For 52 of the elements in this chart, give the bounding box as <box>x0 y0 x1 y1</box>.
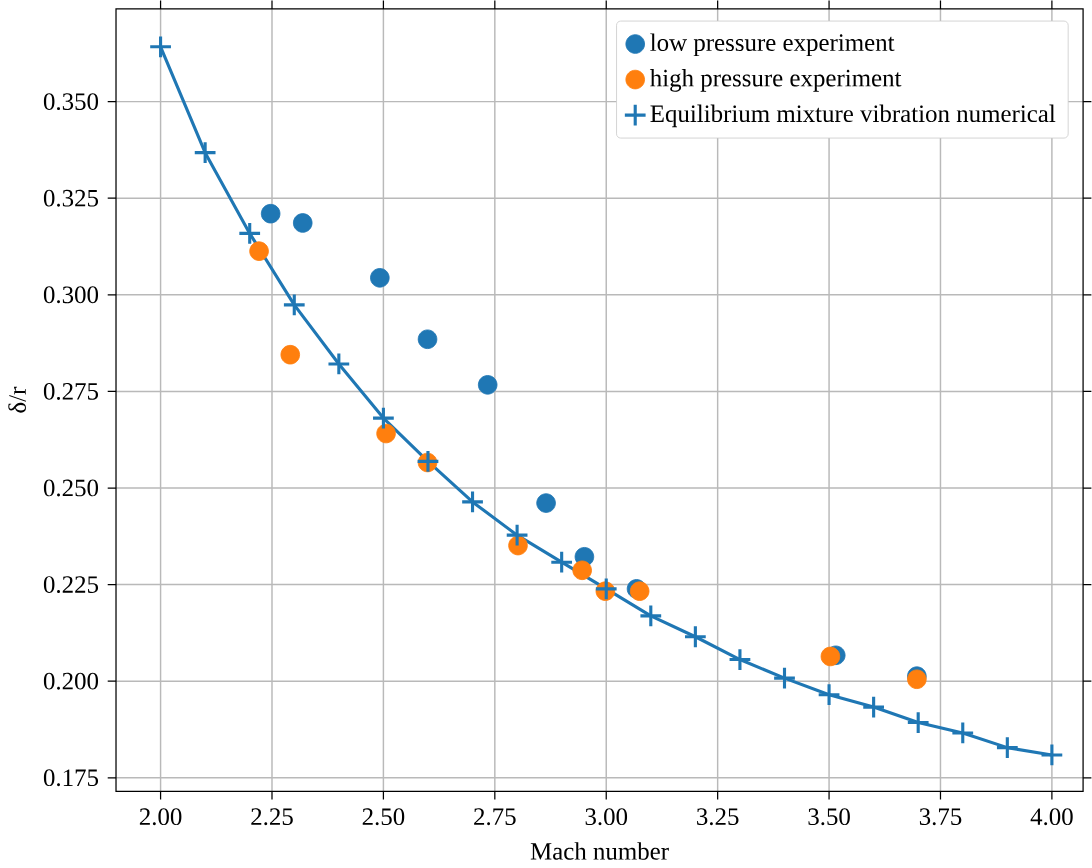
x-tick-label: 2.50 <box>362 808 405 826</box>
point <box>907 712 929 733</box>
x-tick-label: 3.25 <box>697 808 739 826</box>
y-tick-label: 0.250 <box>43 479 99 497</box>
x-axis-title: Mach number <box>530 842 669 860</box>
y-tick-label: 0.225 <box>43 576 99 594</box>
point <box>1041 744 1063 766</box>
y-tick-label: 0.325 <box>43 189 99 207</box>
y-tick-label: 0.200 <box>43 672 99 690</box>
y-tick-label: 0.300 <box>43 286 99 304</box>
point <box>729 649 751 670</box>
y-tick-label: 0.275 <box>43 382 99 400</box>
point <box>572 560 592 581</box>
point <box>194 142 216 163</box>
legend-label: high pressure experiment <box>649 69 902 92</box>
x-tick-label: 2.00 <box>139 808 182 826</box>
x-tick-label: 3.75 <box>919 808 962 826</box>
point <box>774 667 795 689</box>
point <box>996 737 1018 758</box>
legend-label: low pressure experiment <box>650 33 895 57</box>
point <box>283 294 305 316</box>
point <box>328 353 350 375</box>
point <box>373 407 394 429</box>
x-tick-label: 2.25 <box>251 808 293 826</box>
point <box>370 268 390 288</box>
point <box>684 626 706 648</box>
point <box>477 375 498 395</box>
point <box>640 605 662 627</box>
point <box>820 646 841 667</box>
point <box>376 423 396 444</box>
point <box>462 491 483 513</box>
point <box>417 329 438 349</box>
point <box>249 241 269 261</box>
x-tick-label: 3.00 <box>585 808 628 826</box>
point <box>863 696 885 718</box>
legend-label: Equilibrium mixture vibration numerical <box>650 104 1056 128</box>
point <box>818 684 840 706</box>
point <box>952 722 974 744</box>
point <box>239 222 261 244</box>
x-tick-label: 3.50 <box>808 808 850 826</box>
x-tick-label: 2.75 <box>474 808 516 826</box>
y-axis-title: δ/r <box>8 386 26 413</box>
point <box>551 551 573 573</box>
point <box>260 203 281 224</box>
point <box>506 524 528 546</box>
y-tick-label: 0.350 <box>43 93 99 111</box>
point <box>292 213 313 233</box>
x-tick-label: 4.00 <box>1030 808 1073 826</box>
y-tick-label: 0.175 <box>43 769 99 787</box>
point <box>280 344 301 365</box>
point <box>150 36 171 58</box>
point <box>536 493 556 513</box>
